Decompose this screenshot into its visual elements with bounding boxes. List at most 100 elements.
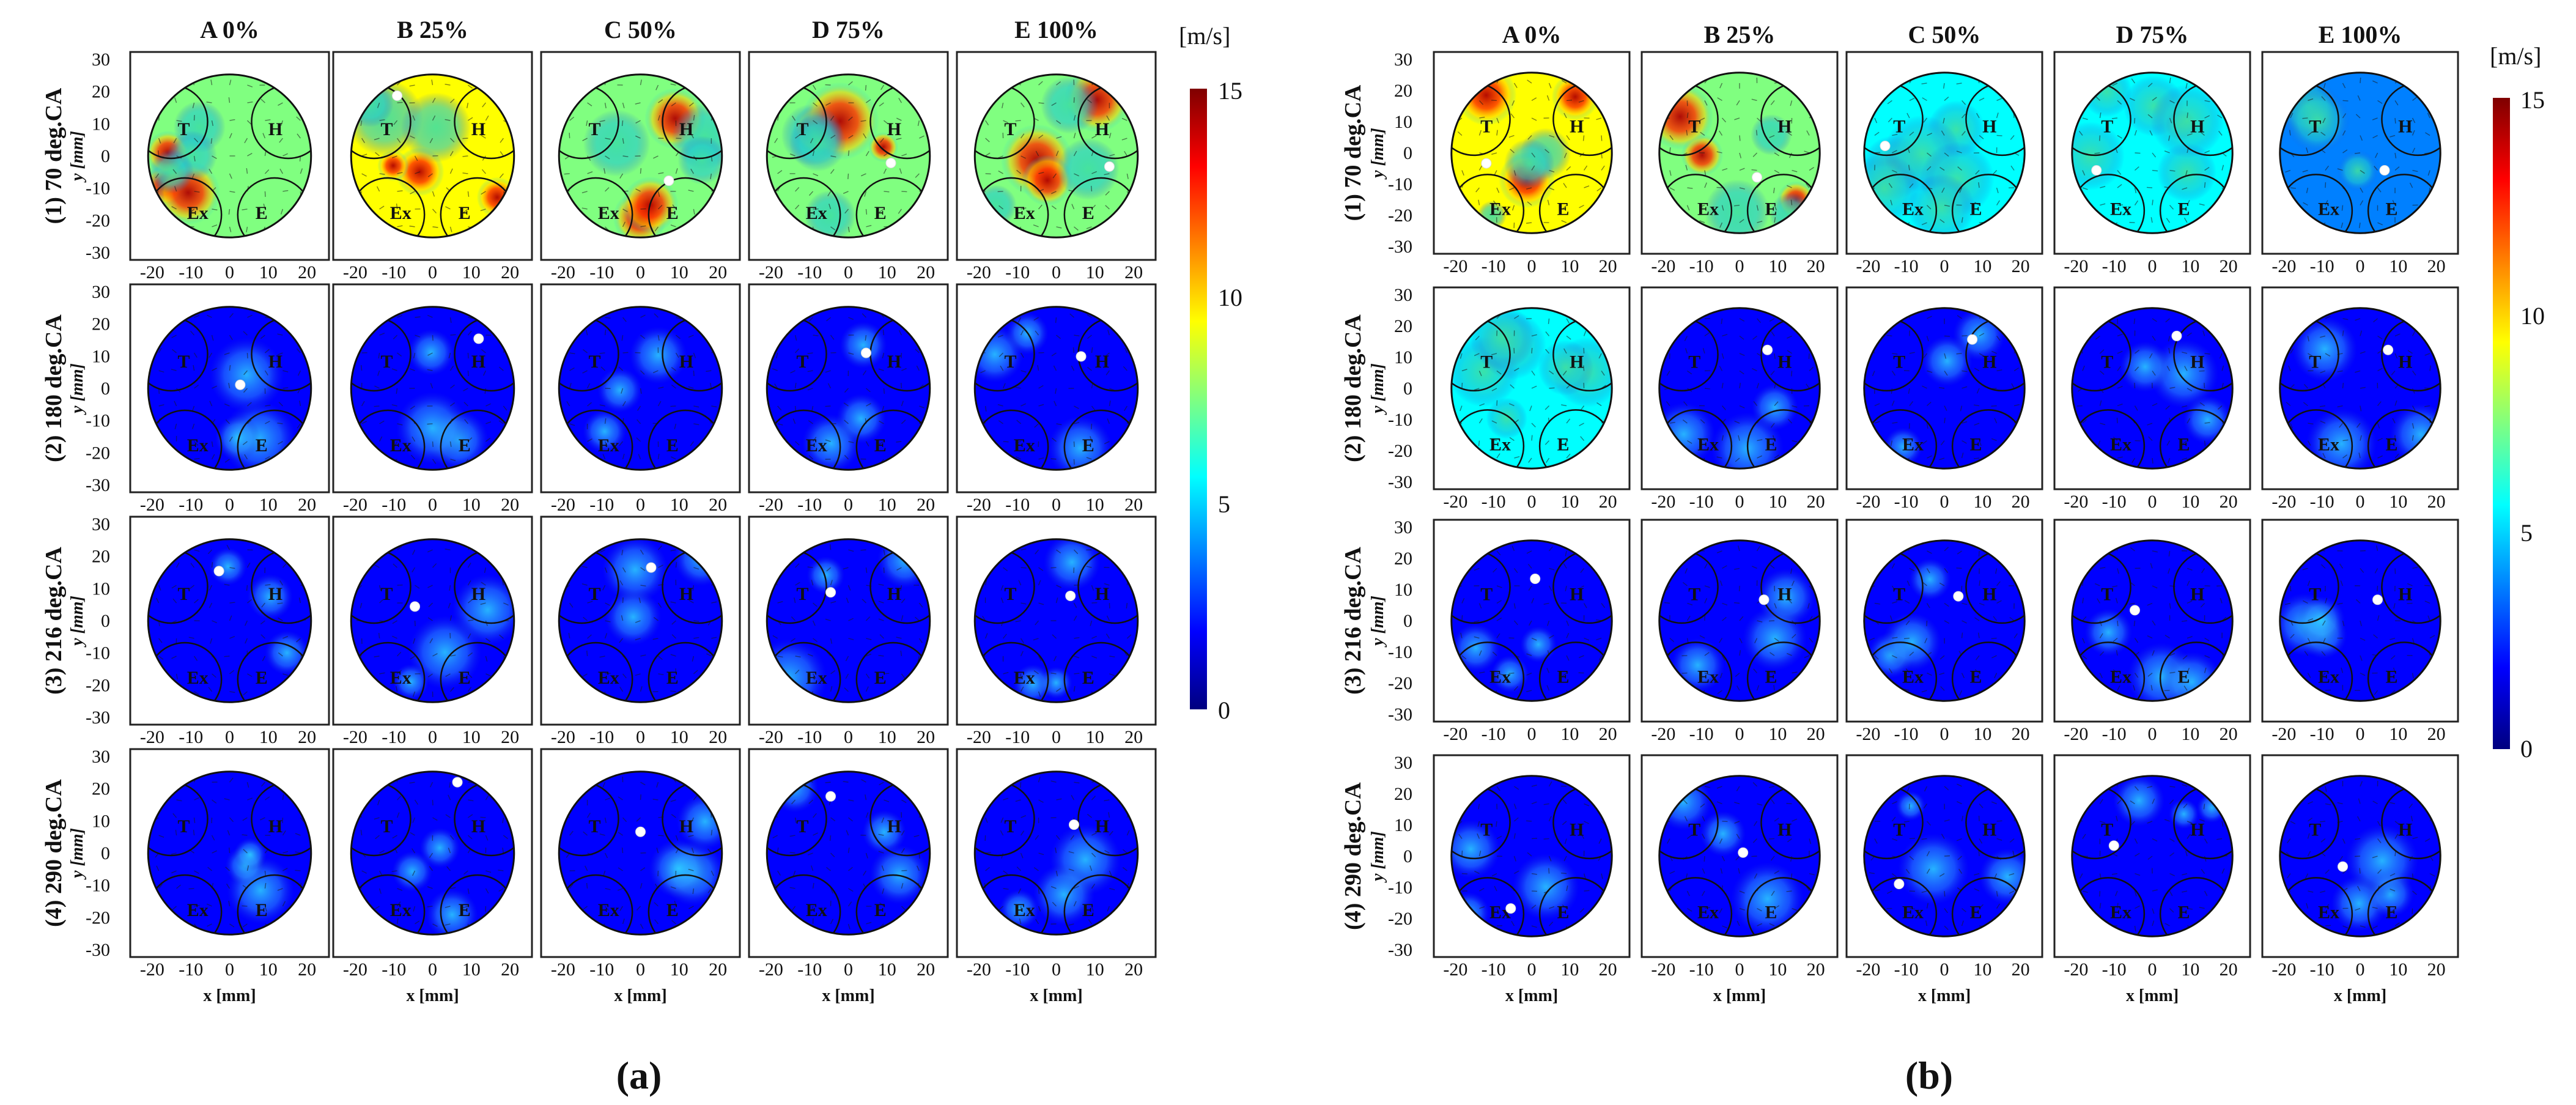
valve-arc <box>148 409 223 470</box>
valve-label: H <box>1777 585 1792 605</box>
y-axis-label: y [mm] <box>68 828 87 880</box>
row-label: (3) 216 deg.CA <box>41 547 67 695</box>
y-tick-label: -30 <box>1388 704 1412 725</box>
cylinder-outline <box>558 306 723 471</box>
x-tick-label: 0 <box>1735 959 1744 980</box>
plot-cell: T HEx E <box>956 516 1157 726</box>
valve-arc <box>1864 174 1938 234</box>
x-tick-label: 20 <box>709 262 727 283</box>
valve-label: T <box>1893 352 1905 372</box>
x-tick-label: -20 <box>1443 256 1467 276</box>
cylinder-outline <box>1658 307 1821 470</box>
column-header: A 0% <box>1502 21 1562 48</box>
velocity-field <box>1451 540 1612 701</box>
y-tick-label: -30 <box>86 243 110 263</box>
valve-label: Ex <box>2318 199 2339 220</box>
valve-label: Ex <box>1697 667 1719 687</box>
valve-label: Ex <box>2318 903 2339 923</box>
valve-arc <box>351 409 426 470</box>
x-tick-label: 20 <box>2012 492 2030 512</box>
colorbar-a-tick-0: 0 <box>1218 697 1230 724</box>
valve-label: E <box>1765 199 1777 220</box>
y-tick-label: 30 <box>92 514 110 534</box>
x-tick-label: -20 <box>1856 256 1880 276</box>
valve-label: E <box>874 900 887 920</box>
valve-label: E <box>1765 435 1777 455</box>
valve-label: E <box>1765 903 1777 923</box>
valve-label: H <box>1095 119 1109 139</box>
valve-arc <box>2279 174 2353 234</box>
speed-region <box>377 150 409 182</box>
x-tick-label: -10 <box>1005 495 1030 515</box>
x-tick-label: 10 <box>1560 959 1579 980</box>
valve-label: H <box>1777 352 1792 372</box>
valve-label: H <box>471 119 485 139</box>
x-tick-label: -10 <box>1894 256 1919 276</box>
y-tick-label: -20 <box>86 443 110 463</box>
y-tick-label: -30 <box>1388 472 1412 492</box>
valve-arc <box>1451 174 1525 234</box>
x-tick-label: 0 <box>2356 256 2365 276</box>
plot-cell: T HEx E <box>1845 754 2043 958</box>
valve-label: Ex <box>2318 667 2339 687</box>
x-tick-label: 10 <box>1768 724 1787 744</box>
speed-region <box>2292 316 2358 382</box>
cylinder-outline <box>1863 307 2026 470</box>
x-tick-label: 10 <box>1973 959 1991 980</box>
x-tick-label: 20 <box>298 495 316 515</box>
x-tick-label: -10 <box>797 959 822 980</box>
valve-arc <box>1659 877 1733 937</box>
valve-label: Ex <box>187 435 209 456</box>
x-tick-label: -10 <box>382 959 406 980</box>
valve-label: E <box>874 435 887 456</box>
column-header: B 25% <box>1704 21 1776 48</box>
vortex-center-dot <box>2129 605 2140 616</box>
x-tick-label: 10 <box>259 959 278 980</box>
y-tick-label: 10 <box>1394 580 1412 600</box>
valve-label: H <box>1982 117 1996 137</box>
plot-cell: T HEx E <box>540 748 741 958</box>
speed-region <box>1538 340 1593 396</box>
speed-region <box>649 838 709 898</box>
plot-cell: T HEx E <box>1433 754 1631 958</box>
cylinder-outline <box>1450 307 1613 470</box>
x-tick-label: 20 <box>709 495 727 515</box>
valve-label: H <box>1982 585 1996 605</box>
valve-arc <box>767 177 841 238</box>
x-tick-label: 0 <box>636 262 645 283</box>
plot-cell: T HEx E <box>2053 519 2251 723</box>
cylinder-outline <box>766 306 931 471</box>
valve-label: H <box>887 584 901 604</box>
valve-label: T <box>381 352 393 372</box>
cylinder-outline <box>973 73 1139 238</box>
velocity-field <box>148 306 311 470</box>
valve-label: Ex <box>1697 903 1719 923</box>
x-tick-label: 0 <box>844 262 853 283</box>
x-tick-label: -10 <box>179 495 203 515</box>
x-tick-label: -10 <box>382 262 406 283</box>
x-tick-label: -20 <box>551 495 575 515</box>
cylinder-outline <box>2071 307 2234 470</box>
valve-label: E <box>1082 203 1094 223</box>
y-tick-label: -20 <box>1388 441 1412 461</box>
valve-arc <box>1451 409 1525 469</box>
valve-label: Ex <box>390 900 411 920</box>
valve-label: H <box>268 352 282 372</box>
valve-arc <box>559 409 633 470</box>
x-tick-label: -10 <box>1689 492 1714 512</box>
x-tick-label: -10 <box>1482 724 1506 744</box>
plot-cell: T HEx E <box>956 51 1157 261</box>
y-tick-label: -20 <box>1388 673 1412 693</box>
x-tick-label: -10 <box>1689 724 1714 744</box>
valve-label: Ex <box>1014 435 1035 456</box>
valve-label: T <box>2101 820 2113 840</box>
y-tick-label: -10 <box>1388 642 1412 662</box>
y-axis-label: y [mm] <box>68 596 87 648</box>
valve-label: E <box>1969 667 1982 687</box>
speed-region <box>1057 138 1120 201</box>
valve-arc <box>975 409 1049 470</box>
vortex-center-dot <box>1104 161 1115 172</box>
plot-cell: T HEx E <box>2261 286 2459 490</box>
speed-region <box>393 664 429 700</box>
vortex-center-dot <box>1762 344 1773 355</box>
